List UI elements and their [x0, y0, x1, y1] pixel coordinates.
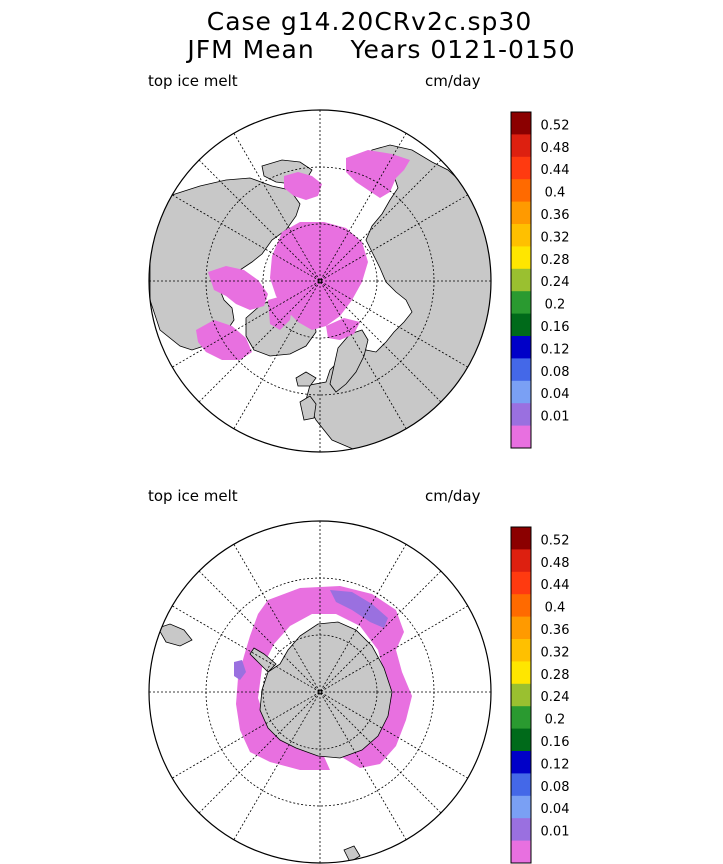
north-ice-melt-chukchi [284, 172, 322, 200]
north-ice-melt-labrador [196, 320, 252, 360]
north-colorbar-swatch [511, 380, 531, 404]
south-map-outline [148, 520, 492, 864]
south-colorbar-swatch [511, 818, 531, 842]
north-colorbar-tick-label: 0.12 [541, 342, 570, 357]
north-colorbar-swatch [511, 156, 531, 180]
south-colorbar-swatch [511, 751, 531, 774]
south-colorbar-frame [510, 526, 532, 864]
south-colorbar-swatch [511, 728, 531, 752]
north-colorbar-tick-label: 0.28 [541, 253, 570, 268]
south-colorbar-tick-label: 0.44 [541, 578, 570, 593]
north-units-label: cm/day [425, 72, 481, 90]
south-colorbar-swatch [511, 571, 531, 595]
south-colorbar-tick-label: 0.2 [545, 713, 566, 728]
south-colorbar-tick-label: 0.52 [541, 533, 570, 548]
north-colorbar-swatch [511, 112, 531, 135]
south-ice-melt-weddell-patch [330, 590, 388, 628]
south-colorbar-tick-label: 0.16 [541, 735, 570, 750]
north-colorbar-tick-label: 0.2 [545, 298, 566, 313]
north-ice-melt-bering [346, 150, 410, 198]
south-land-antarctica [259, 621, 393, 759]
south-colorbar-tick-label: 0.24 [541, 690, 570, 705]
south-colorbar-swatch [511, 549, 531, 573]
north-ice-melt-baffin [268, 296, 292, 330]
north-colorbar-tick-label: 0.08 [541, 365, 570, 380]
south-colorbar: 0.52 0.48 0.44 0.4 0.36 0.32 0.28 0.24 0.2 0.16 0.… [510, 526, 570, 864]
south-colorbar-swatch [511, 683, 531, 707]
north-colorbar-swatch [511, 313, 531, 337]
north-land-scandinavia [329, 329, 369, 393]
north-ice-melt-central-arctic [270, 222, 368, 330]
north-colorbar-swatch [511, 425, 531, 449]
south-colorbar-tick-label: 0.48 [541, 556, 570, 571]
north-colorbar-tick-label: 0.24 [541, 275, 570, 290]
south-colorbar-swatch [511, 795, 531, 819]
south-colorbar-tick-label: 0.36 [541, 623, 570, 638]
north-colorbar-swatch [511, 246, 531, 270]
north-ice-melt-hudson [208, 266, 268, 310]
north-colorbar-tick-label: 0.32 [541, 230, 570, 245]
north-colorbar-swatch [511, 268, 531, 292]
south-land-south-america-tip [157, 623, 193, 647]
south-polar-map [148, 520, 492, 864]
north-colorbar-tick-label: 0.4 [545, 186, 566, 201]
south-colorbar-swatch [511, 616, 531, 640]
north-colorbar-swatch [511, 224, 531, 247]
north-colorbar-tick-label: 0.16 [541, 320, 570, 335]
south-colorbar-swatch [511, 594, 531, 618]
south-colorbar-swatch [511, 527, 531, 550]
north-colorbar-tick-label: 0.48 [541, 141, 570, 156]
south-colorbar-swatch [511, 639, 531, 662]
south-colorbar-tick-label: 0.4 [545, 601, 566, 616]
north-colorbar-swatch [511, 358, 531, 382]
north-colorbar-tick-label: 0.44 [541, 163, 570, 178]
north-colorbar-frame [510, 111, 532, 449]
north-variable-label: top ice melt [148, 72, 238, 90]
north-map-outline [148, 109, 492, 453]
figure-title-line-2: JFM Mean Years 0121-0150 [187, 35, 576, 64]
south-units-label: cm/day [425, 487, 481, 505]
south-colorbar-swatch [511, 840, 531, 864]
south-variable-label: top ice melt [148, 487, 238, 505]
north-polar-map [148, 109, 492, 453]
north-land-british-isles [299, 395, 317, 421]
north-colorbar-tick-label: 0.01 [541, 410, 570, 425]
south-colorbar-swatch [511, 706, 531, 730]
south-colorbar-tick-label: 0.12 [541, 757, 570, 772]
south-colorbar-swatch [511, 661, 531, 685]
north-colorbar-tick-label: 0.04 [541, 387, 570, 402]
north-colorbar-swatch [511, 134, 531, 158]
north-colorbar-swatch [511, 403, 531, 427]
north-colorbar: 0.52 0.48 0.44 0.4 0.36 0.32 0.28 0.24 0.2 0.16 0.… [510, 111, 570, 449]
south-ice-melt-bellingshausen-patch [234, 660, 246, 680]
south-land-island [343, 845, 361, 863]
north-colorbar-swatch [511, 201, 531, 225]
south-colorbar-tick-label: 0.08 [541, 780, 570, 795]
north-colorbar-tick-label: 0.52 [541, 118, 570, 133]
south-colorbar-tick-label: 0.04 [541, 802, 570, 817]
north-colorbar-swatch [511, 291, 531, 315]
north-land-iceland [295, 371, 317, 387]
south-colorbar-swatch [511, 773, 531, 797]
figure-title-line-1: Case g14.20CRv2c.sp30 [206, 7, 533, 36]
south-ice-melt-ring [236, 586, 412, 770]
north-colorbar-swatch [511, 179, 531, 203]
south-colorbar-tick-label: 0.28 [541, 668, 570, 683]
north-colorbar-tick-label: 0.36 [541, 208, 570, 223]
south-colorbar-tick-label: 0.01 [541, 825, 570, 840]
south-colorbar-tick-label: 0.32 [541, 645, 570, 660]
north-colorbar-swatch [511, 336, 531, 359]
